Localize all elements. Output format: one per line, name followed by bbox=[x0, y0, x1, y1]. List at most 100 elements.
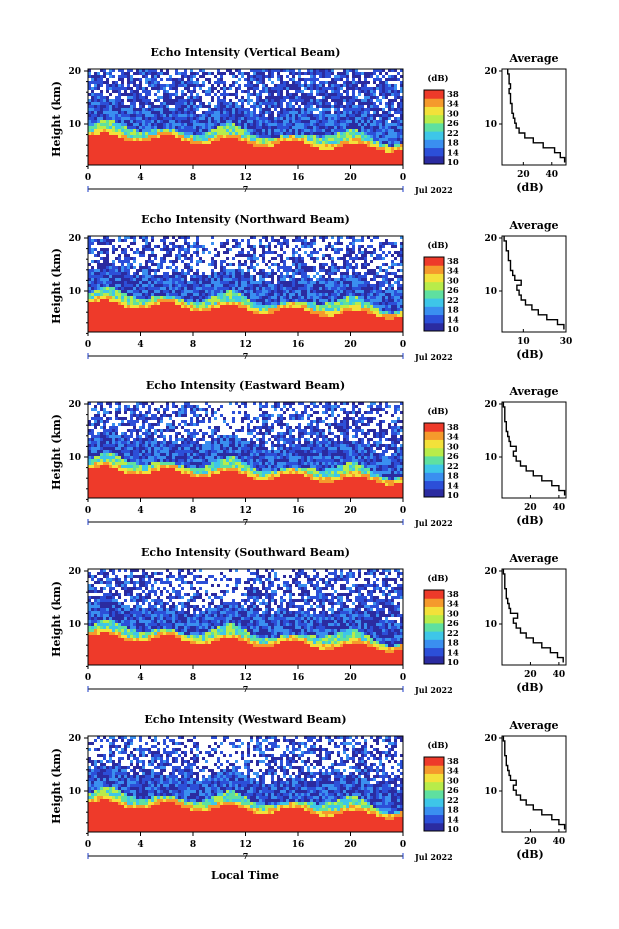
colorbar-tick-label: 26 bbox=[447, 786, 459, 796]
colorbar-tick-label: 10 bbox=[447, 825, 459, 835]
profile-xlabel: (dB) bbox=[516, 181, 543, 194]
y-axis-label: Height (km) bbox=[50, 81, 63, 157]
colorbar-step bbox=[424, 598, 444, 607]
colorbar-step bbox=[424, 314, 444, 324]
colorbar-step bbox=[424, 106, 444, 116]
colorbar-step bbox=[424, 155, 444, 165]
profile-plot: 20 10 20 40 (dB) bbox=[484, 400, 567, 527]
profile-line bbox=[502, 736, 566, 830]
colorbar-step bbox=[424, 781, 444, 791]
x-tick-label: 4 bbox=[137, 673, 143, 683]
colorbar-step bbox=[424, 265, 444, 274]
y-axis-label: Height (km) bbox=[50, 581, 63, 657]
profile-line bbox=[503, 236, 565, 330]
date-label: Jul 2022 bbox=[414, 352, 453, 362]
y-axis-label: Height (km) bbox=[50, 414, 63, 490]
heatmap bbox=[88, 236, 403, 332]
colorbar-tick-label: 14 bbox=[447, 481, 459, 491]
colorbar-tick-label: 14 bbox=[447, 315, 459, 325]
y-tick-label: 10 bbox=[68, 120, 81, 130]
profile-plot: 20 10 20 40 (dB) bbox=[484, 567, 567, 694]
colorbar-step bbox=[424, 322, 444, 332]
y-tick-label: 20 bbox=[68, 234, 81, 244]
colorbar-tick-label: 34 bbox=[447, 767, 459, 777]
colorbar-tick-label: 14 bbox=[447, 815, 459, 825]
colorbar-label: (dB) bbox=[427, 740, 448, 751]
colorbar-step bbox=[424, 765, 444, 774]
colorbar-step bbox=[424, 147, 444, 157]
panel-4: Echo Intensity (Westward Beam) Height (km… bbox=[50, 713, 567, 862]
profile-x-tick-label: 20 bbox=[524, 503, 537, 513]
profile-title: Average bbox=[508, 385, 558, 398]
colorbar-step bbox=[424, 480, 444, 490]
colorbar-step bbox=[424, 822, 444, 832]
colorbar-tick-label: 18 bbox=[447, 306, 459, 316]
colorbar-tick-label: 22 bbox=[447, 129, 459, 139]
profile-frame bbox=[501, 568, 567, 666]
profile-y-tick-label: 20 bbox=[484, 567, 497, 577]
colorbar-frame bbox=[423, 89, 445, 165]
x-tick-label: 0 bbox=[85, 673, 91, 683]
x-tick-label: 16 bbox=[292, 340, 305, 350]
colorbar-label: (dB) bbox=[427, 240, 448, 251]
x-tick-label: 0 bbox=[85, 340, 91, 350]
profile-xlabel: (dB) bbox=[516, 348, 543, 361]
x-axis-label: Local Time bbox=[211, 869, 279, 882]
colorbar-tick-label: 26 bbox=[447, 619, 459, 629]
colorbar-tick-label: 18 bbox=[447, 806, 459, 816]
colorbar-label: (dB) bbox=[427, 406, 448, 417]
profile-xlabel: (dB) bbox=[516, 681, 543, 694]
x-tick-label: 8 bbox=[190, 340, 196, 350]
x-tick-label: 12 bbox=[239, 173, 252, 183]
colorbar-step bbox=[424, 655, 444, 665]
colorbar-frame bbox=[423, 589, 445, 665]
panel-1: Echo Intensity (Northward Beam) Height (k… bbox=[50, 213, 572, 362]
colorbar-tick-label: 34 bbox=[447, 100, 459, 110]
colorbar-tick-label: 30 bbox=[447, 609, 459, 619]
colorbar-tick-label: 22 bbox=[447, 629, 459, 639]
colorbar-tick-label: 26 bbox=[447, 452, 459, 462]
colorbar-step bbox=[424, 464, 444, 473]
y-tick-label: 20 bbox=[68, 67, 81, 77]
profile-y-tick-label: 20 bbox=[484, 67, 497, 77]
colorbar-tick-label: 30 bbox=[447, 276, 459, 286]
colorbar-step bbox=[424, 114, 444, 124]
x-tick-label: 8 bbox=[190, 673, 196, 683]
day-label: 7 bbox=[243, 184, 249, 194]
panel-title: Echo Intensity (Eastward Beam) bbox=[146, 379, 345, 392]
colorbar-step bbox=[424, 281, 444, 291]
colorbar-tick-label: 38 bbox=[447, 757, 459, 767]
x-tick-label: 12 bbox=[239, 840, 252, 850]
profile-x-tick-label: 40 bbox=[553, 503, 566, 513]
profile-title: Average bbox=[508, 552, 558, 565]
colorbar-tick-label: 14 bbox=[447, 648, 459, 658]
colorbar-tick-label: 18 bbox=[447, 139, 459, 149]
y-tick-label: 10 bbox=[68, 620, 81, 630]
colorbar-tick-label: 30 bbox=[447, 109, 459, 119]
heatmap bbox=[88, 69, 403, 165]
profile-y-tick-label: 10 bbox=[484, 453, 497, 463]
profile-plot: 20 10 20 40 (dB) bbox=[484, 734, 567, 861]
x-tick-label: 0 bbox=[400, 506, 406, 516]
y-tick-label: 20 bbox=[68, 734, 81, 744]
x-tick-label: 8 bbox=[190, 506, 196, 516]
profile-x-tick-label: 40 bbox=[553, 670, 566, 680]
x-tick-label: 0 bbox=[85, 173, 91, 183]
colorbar-tick-label: 22 bbox=[447, 296, 459, 306]
colorbar-step bbox=[424, 798, 444, 807]
x-tick-label: 16 bbox=[292, 673, 305, 683]
x-tick-label: 0 bbox=[400, 840, 406, 850]
profile-frame bbox=[501, 401, 567, 499]
date-label: Jul 2022 bbox=[414, 685, 453, 695]
x-tick-label: 20 bbox=[344, 173, 357, 183]
x-tick-label: 20 bbox=[344, 673, 357, 683]
colorbar-step bbox=[424, 647, 444, 657]
y-tick-label: 20 bbox=[68, 567, 81, 577]
y-axis-label: Height (km) bbox=[50, 248, 63, 324]
profile-plot: 20 10 10 30 (dB) bbox=[484, 234, 572, 361]
x-tick-label: 4 bbox=[137, 506, 143, 516]
profile-x-tick-label: 30 bbox=[560, 337, 573, 347]
profile-frame bbox=[501, 735, 567, 833]
colorbar-step bbox=[424, 757, 444, 766]
profile-line bbox=[502, 402, 566, 496]
